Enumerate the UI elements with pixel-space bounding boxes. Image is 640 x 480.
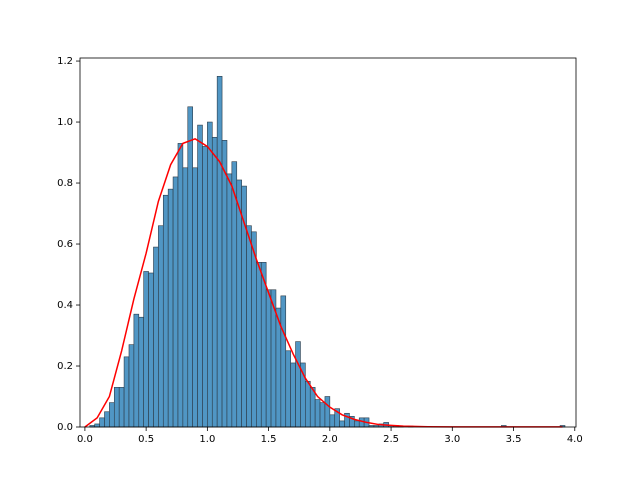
bar [236,179,242,428]
bar [202,146,208,428]
bar [226,173,233,428]
bar [118,387,125,428]
y-tick-label: 1.0 [57,117,73,128]
bar [99,417,105,428]
x-tick-label: 4.0 [567,434,583,445]
bar [123,356,130,428]
density-line [84,137,563,428]
bar [138,316,144,428]
bar [187,106,193,428]
x-tick-label: 2.5 [383,434,399,445]
y-tick-label: 1.2 [57,56,73,67]
x-tick-label: 1.0 [199,434,215,445]
y-tick-label: 0.0 [57,422,73,433]
bar [319,402,326,428]
y-tick-label: 0.4 [57,300,73,311]
bar [290,362,296,428]
bar [329,414,336,428]
bar [339,420,345,428]
bar [251,231,257,428]
bar [295,341,301,428]
bar [231,161,238,428]
x-tick-label: 0.5 [138,434,154,445]
bar [265,289,272,428]
bar [104,411,110,428]
bar [177,143,184,428]
bar [153,246,159,428]
bar [167,188,174,428]
x-tick-label: 0.0 [77,434,93,445]
bar [216,75,223,428]
bar [358,417,365,428]
bar [324,396,331,428]
bar [143,271,149,428]
bar [246,225,252,428]
bar [309,387,316,428]
bar [113,387,120,428]
bar [285,350,291,428]
bar [162,194,169,428]
bar [94,423,100,428]
x-tick-label: 1.5 [261,434,277,445]
bar [148,272,154,428]
bar [211,136,218,428]
bar [314,399,321,428]
y-tick-label: 0.2 [57,361,73,372]
axes-frame [79,57,577,428]
y-tick-label: 0.6 [57,239,73,250]
bar [182,167,189,428]
bar [192,167,198,428]
bar [260,262,267,428]
y-tick-label: 0.8 [57,178,73,189]
x-tick-label: 3.5 [506,434,522,445]
bar [354,420,360,428]
bar [207,121,213,428]
bar [280,295,287,428]
bar [197,124,203,428]
bar [158,225,164,428]
bar [256,262,262,428]
x-tick-label: 2.0 [322,434,338,445]
bar [305,380,311,428]
bar [133,313,140,428]
bar [172,176,179,428]
x-tick-label: 3.0 [444,434,460,445]
bar [221,140,228,428]
bar [109,402,115,428]
bar [128,344,135,428]
